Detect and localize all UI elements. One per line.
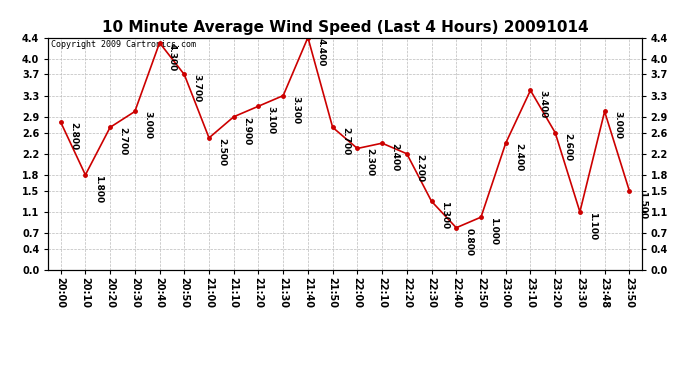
Text: 2.300: 2.300 — [366, 148, 375, 177]
Text: 4.400: 4.400 — [316, 38, 325, 66]
Text: 1.800: 1.800 — [94, 175, 103, 203]
Text: 1.300: 1.300 — [440, 201, 449, 229]
Text: 3.000: 3.000 — [143, 111, 152, 140]
Text: Copyright 2009 Cartronics.com: Copyright 2009 Cartronics.com — [51, 40, 196, 49]
Text: 2.800: 2.800 — [69, 122, 78, 150]
Text: 2.900: 2.900 — [242, 117, 251, 145]
Text: 1.500: 1.500 — [638, 191, 647, 219]
Text: 3.300: 3.300 — [291, 96, 301, 124]
Text: 1.000: 1.000 — [489, 217, 498, 245]
Text: 1.100: 1.100 — [588, 212, 598, 240]
Text: 0.800: 0.800 — [464, 228, 473, 256]
Text: 2.600: 2.600 — [564, 133, 573, 161]
Text: 4.300: 4.300 — [168, 43, 177, 71]
Text: 2.700: 2.700 — [119, 128, 128, 156]
Text: 2.700: 2.700 — [341, 128, 350, 156]
Text: 2.400: 2.400 — [391, 143, 400, 171]
Text: 2.200: 2.200 — [415, 154, 424, 182]
Text: 3.000: 3.000 — [613, 111, 622, 140]
Text: 3.100: 3.100 — [267, 106, 276, 134]
Text: 3.700: 3.700 — [193, 75, 201, 103]
Text: 3.400: 3.400 — [539, 90, 548, 118]
Title: 10 Minute Average Wind Speed (Last 4 Hours) 20091014: 10 Minute Average Wind Speed (Last 4 Hou… — [101, 20, 589, 35]
Text: 2.400: 2.400 — [514, 143, 523, 171]
Text: 2.500: 2.500 — [217, 138, 226, 166]
